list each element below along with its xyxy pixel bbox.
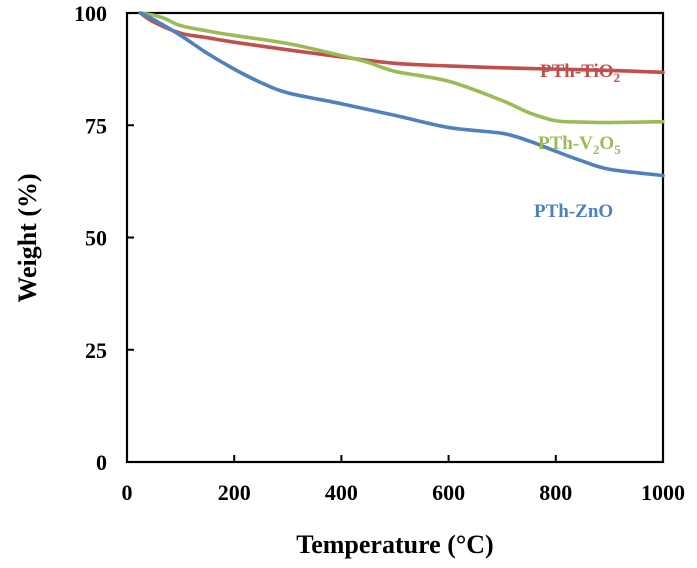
y-tick-label: 25 [85,338,107,363]
y-axis-title: Weight (%) [13,173,42,302]
x-tick-label: 600 [432,480,465,505]
series-labels: PTh-TiO2 PTh-V2O5 PTh-ZnO [534,61,621,222]
x-axis-ticks: 0 200 400 600 800 1000 [122,455,685,505]
x-tick-label: 1000 [641,480,685,505]
series-line-pth-v2o5 [138,11,665,125]
y-tick-label: 50 [85,226,107,251]
series-label-pth-tio2: PTh-TiO2 [540,61,620,85]
y-axis-ticks: 0 25 50 75 100 [74,1,134,475]
x-tick-label: 400 [325,480,358,505]
series-label-pth-v2o5: PTh-V2O5 [538,133,621,157]
y-tick-label: 0 [96,450,107,475]
series-lines [138,11,665,178]
x-axis-title: Temperature (°C) [296,530,493,559]
x-tick-label: 800 [539,480,572,505]
series-label-pth-zno: PTh-ZnO [534,201,613,222]
series-line-pth-zno [138,11,665,178]
y-tick-label: 100 [74,1,107,26]
x-tick-label: 200 [218,480,251,505]
x-tick-label: 0 [122,480,133,505]
y-tick-label: 75 [85,113,107,138]
